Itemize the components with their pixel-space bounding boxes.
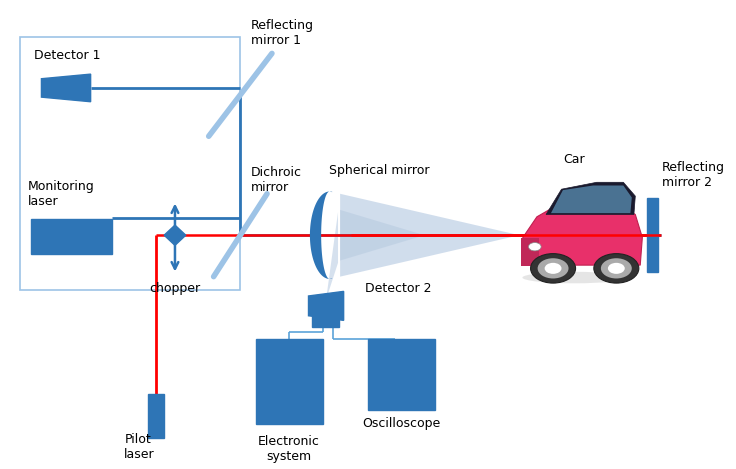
Bar [647,198,659,272]
Polygon shape [164,225,185,245]
Circle shape [545,263,562,274]
Text: Spherical mirror: Spherical mirror [328,164,429,177]
Text: Oscilloscope: Oscilloscope [363,417,441,431]
Polygon shape [340,194,520,277]
Circle shape [601,258,631,279]
Bar [256,339,322,424]
Circle shape [594,254,639,283]
Polygon shape [326,212,338,300]
Polygon shape [340,210,425,261]
Bar [368,339,435,410]
Text: Car: Car [563,153,584,166]
Polygon shape [546,182,635,214]
Polygon shape [310,191,333,279]
Circle shape [537,258,568,279]
Text: Detector 2: Detector 2 [365,282,431,295]
Text: chopper: chopper [149,282,200,295]
Ellipse shape [528,242,541,251]
Bar [312,316,339,327]
Circle shape [608,263,625,274]
Bar [521,238,539,266]
Text: Dichroic
mirror: Dichroic mirror [251,166,302,194]
Text: Detector 1: Detector 1 [35,49,101,62]
Polygon shape [551,186,631,213]
Polygon shape [523,201,643,265]
Text: Pilot
laser: Pilot laser [124,433,155,461]
Polygon shape [308,291,344,320]
Circle shape [531,254,576,283]
Bar [31,219,112,254]
Ellipse shape [523,272,627,283]
Text: Reflecting
mirror 2: Reflecting mirror 2 [662,161,725,189]
Bar [147,394,164,438]
Text: Monitoring
laser: Monitoring laser [27,180,94,208]
Text: Reflecting
mirror 1: Reflecting mirror 1 [251,19,314,47]
Polygon shape [41,74,91,102]
Bar [21,38,241,290]
Text: Electronic
system: Electronic system [258,435,320,463]
